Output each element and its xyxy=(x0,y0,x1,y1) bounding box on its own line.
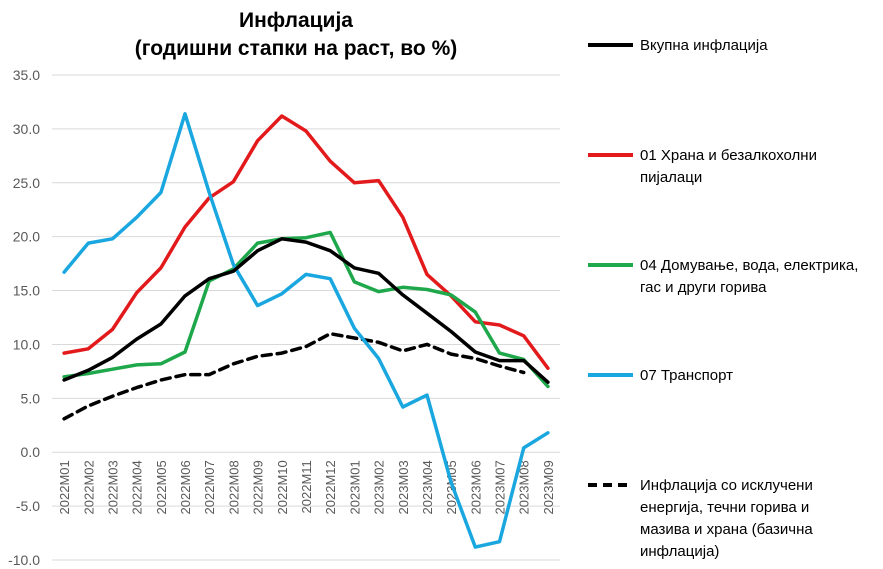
y-tick-label: 30.0 xyxy=(13,121,40,137)
x-tick-label: 2023M01 xyxy=(347,460,362,514)
y-axis-ticks: 35.0 30.0 25.0 20.0 15.0 10.0 5.0 0.0 -5.0 -10.0 xyxy=(8,67,40,568)
series-line xyxy=(62,114,550,370)
x-tick-label: 2022M07 xyxy=(202,460,217,514)
x-tick-label: 2022M05 xyxy=(154,460,169,514)
y-tick-label: 25.0 xyxy=(13,175,40,191)
legend: Вкупна инфлација 01 Храна и безалкохолни п… xyxy=(588,37,858,560)
y-tick-label: -5.0 xyxy=(16,498,40,514)
gridlines xyxy=(52,74,560,561)
legend-label: 01 Храна и безалкохолни xyxy=(640,147,817,164)
legend-label: пијалаци xyxy=(640,169,702,186)
y-tick-label: 10.0 xyxy=(13,336,40,352)
y-tick-label: 15.0 xyxy=(13,283,40,299)
legend-label: инфлација) xyxy=(640,543,719,560)
legend-label: енергија, течни горива и xyxy=(640,499,809,516)
x-tick-label: 2022M09 xyxy=(251,460,266,514)
x-tick-label: 2022M08 xyxy=(226,460,241,514)
x-tick-label: 2022M11 xyxy=(299,460,314,513)
x-tick-label: 2022M04 xyxy=(130,460,145,514)
y-tick-label: 0.0 xyxy=(21,444,41,460)
x-tick-label: 2023M02 xyxy=(372,460,387,514)
x-tick-label: 2023M04 xyxy=(420,460,435,514)
legend-label: 04 Домување, вода, електрика, xyxy=(640,257,858,274)
legend-label: 07 Транспорт xyxy=(640,367,733,384)
y-tick-label: 35.0 xyxy=(13,67,40,83)
series-line xyxy=(62,112,550,549)
x-tick-label: 2022M10 xyxy=(275,460,290,514)
x-tick-label: 2022M01 xyxy=(57,460,72,514)
x-tick-label: 2022M02 xyxy=(81,460,96,514)
x-tick-label: 2023M09 xyxy=(541,460,556,514)
chart-subtitle: (годишни стапки на раст, во %) xyxy=(135,37,458,60)
x-tick-label: 2022M06 xyxy=(178,460,193,514)
legend-label: мазива и храна (базична xyxy=(640,521,813,538)
y-tick-label: 5.0 xyxy=(21,390,41,406)
series-lines xyxy=(62,112,550,549)
x-tick-label: 2022M03 xyxy=(105,460,120,514)
x-tick-label: 2023M08 xyxy=(517,460,532,514)
x-tick-label: 2023M06 xyxy=(468,460,483,514)
y-tick-label: -10.0 xyxy=(8,552,40,568)
legend-label: Вкупна инфлација xyxy=(640,37,768,54)
series-line xyxy=(62,331,526,421)
series-line xyxy=(62,237,550,384)
x-tick-label: 2023M03 xyxy=(396,460,411,514)
x-tick-label: 2023M07 xyxy=(493,460,508,514)
series-line xyxy=(62,230,550,389)
chart-title: Инфлација xyxy=(239,9,353,32)
legend-label: гас и други горива xyxy=(640,279,767,296)
y-tick-label: 20.0 xyxy=(13,229,40,245)
x-tick-label: 2022M12 xyxy=(323,460,338,514)
x-axis-ticks: 2022M01 2022M02 2022M03 2022M04 2022M05 2022M… xyxy=(57,460,556,514)
legend-label: Инфлација со исклучени xyxy=(640,477,813,494)
